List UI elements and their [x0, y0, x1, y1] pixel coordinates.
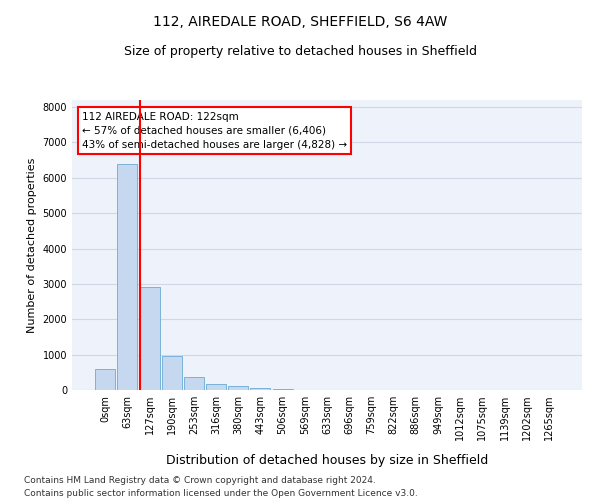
Bar	[206, 384, 226, 390]
Bar	[250, 388, 271, 390]
Text: 112 AIREDALE ROAD: 122sqm
← 57% of detached houses are smaller (6,406)
43% of se: 112 AIREDALE ROAD: 122sqm ← 57% of detac…	[82, 112, 347, 150]
Bar	[140, 288, 160, 390]
Bar	[228, 386, 248, 390]
Text: Contains HM Land Registry data © Crown copyright and database right 2024.: Contains HM Land Registry data © Crown c…	[24, 476, 376, 485]
Text: Size of property relative to detached houses in Sheffield: Size of property relative to detached ho…	[124, 45, 476, 58]
Bar	[162, 356, 182, 390]
Bar	[95, 370, 115, 390]
Bar	[118, 164, 137, 390]
Text: Contains public sector information licensed under the Open Government Licence v3: Contains public sector information licen…	[24, 488, 418, 498]
X-axis label: Distribution of detached houses by size in Sheffield: Distribution of detached houses by size …	[166, 454, 488, 467]
Bar	[272, 388, 293, 390]
Bar	[184, 376, 204, 390]
Y-axis label: Number of detached properties: Number of detached properties	[27, 158, 37, 332]
Text: 112, AIREDALE ROAD, SHEFFIELD, S6 4AW: 112, AIREDALE ROAD, SHEFFIELD, S6 4AW	[153, 15, 447, 29]
